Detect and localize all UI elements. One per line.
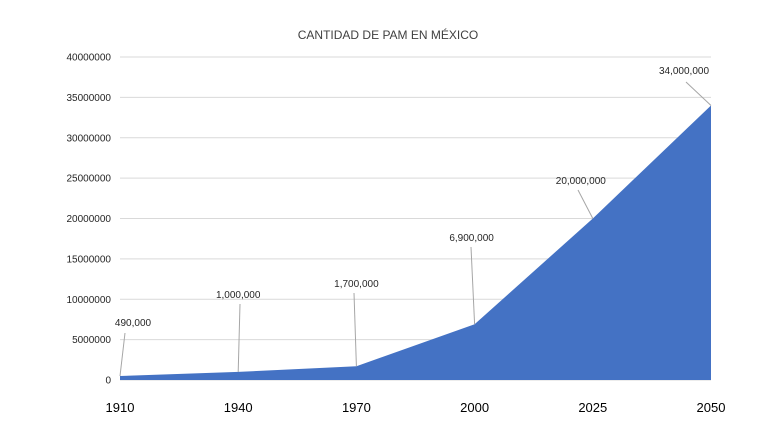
x-tick-label: 1970 — [342, 400, 371, 415]
y-tick-label: 40000000 — [67, 53, 112, 64]
data-label: 490,000 — [115, 318, 152, 329]
data-label-leader — [119, 332, 126, 377]
data-label: 6,900,000 — [449, 233, 494, 244]
data-label: 34,000,000 — [659, 66, 709, 77]
data-label-leader — [577, 189, 594, 219]
area-series — [120, 105, 711, 380]
data-label-leader — [237, 303, 241, 372]
data-label-leader — [685, 81, 712, 106]
y-tick-label: 30000000 — [67, 133, 112, 144]
y-tick-label: 35000000 — [67, 93, 112, 104]
y-tick-label: 25000000 — [67, 174, 112, 185]
data-labels: 490,000 1,000,000 1,700,000 6,900,000 20,000… — [115, 66, 712, 377]
x-tick-label: 2050 — [697, 400, 726, 415]
y-tick-label: 0 — [105, 376, 111, 387]
data-label: 1,000,000 — [216, 290, 261, 301]
x-axis-tick-labels: 1910 1940 1970 2000 2025 2050 — [106, 400, 726, 415]
y-tick-label: 15000000 — [67, 254, 112, 265]
y-axis-tick-labels: 0 5000000 10000000 15000000 20000000 25000000… — [67, 53, 112, 387]
x-tick-label: 1910 — [106, 400, 135, 415]
data-label-leader — [353, 292, 357, 367]
y-tick-label: 10000000 — [67, 295, 112, 306]
y-tick-label: 5000000 — [72, 335, 111, 346]
gridlines — [120, 56, 711, 381]
y-tick-label: 20000000 — [67, 214, 112, 225]
area-fill — [120, 105, 711, 380]
data-label: 1,700,000 — [334, 279, 379, 290]
x-tick-label: 2025 — [578, 400, 607, 415]
x-tick-label: 2000 — [460, 400, 489, 415]
data-label-leader — [470, 246, 476, 325]
chart-title: CANTIDAD DE PAM EN MÉXICO — [298, 27, 478, 42]
x-tick-label: 1940 — [224, 400, 253, 415]
data-label: 20,000,000 — [556, 176, 606, 187]
